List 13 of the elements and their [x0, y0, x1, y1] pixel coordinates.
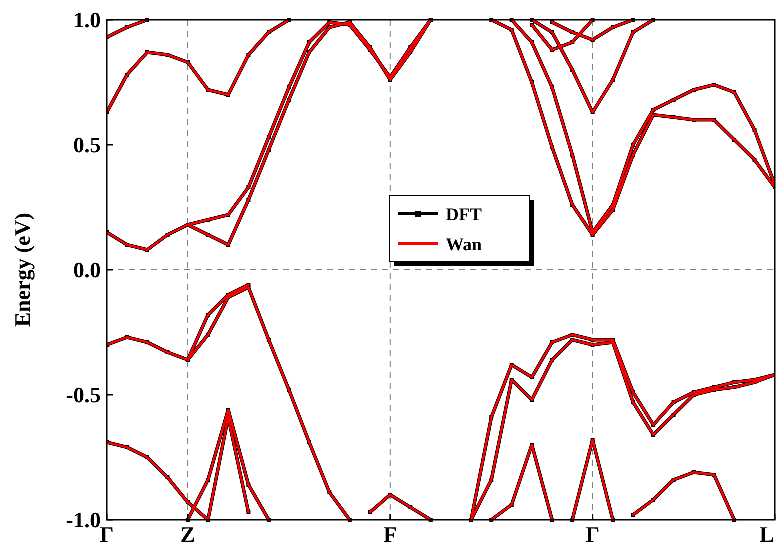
x-tick-label: F	[384, 522, 398, 547]
y-axis-title: Energy (eV)	[10, 212, 35, 328]
x-tick-label: Γ	[100, 522, 114, 547]
y-tick-label: 1.0	[74, 8, 101, 33]
legend-label: Wan	[446, 234, 482, 254]
x-tick-label: Γ	[586, 522, 600, 547]
x-tick-label: L	[760, 522, 774, 547]
y-tick-label: 0.5	[74, 132, 101, 158]
y-tick-label: -0.5	[66, 382, 101, 408]
y-tick-label: 0.0	[74, 258, 101, 283]
x-tick-label: Z	[180, 522, 196, 547]
y-tick-label: -1.0	[66, 508, 101, 533]
legend-label: DFT	[446, 204, 482, 224]
